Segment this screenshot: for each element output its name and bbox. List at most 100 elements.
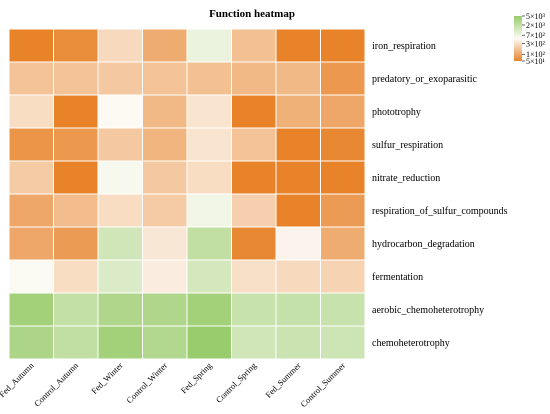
column-label-Fed_Autumn: Fed_Autumn — [0, 360, 36, 399]
heatmap-cell-phototrophy-Fed_Spring — [187, 95, 232, 128]
heatmap-cell-chemoheterotrophy-Fed_Spring — [187, 326, 232, 359]
heatmap-cell-hydrocarbon_degradation-Control_Summer — [321, 227, 366, 260]
column-label-Control_Autumn: Control_Autumn — [32, 360, 81, 409]
row-label-respiration_of_sulfur_compounds: respiration_of_sulfur_compounds — [372, 206, 508, 217]
heatmap-cell-sulfur_respiration-Control_Autumn — [54, 128, 99, 161]
heatmap-cell-aerobic_chemoheterotrophy-Fed_Winter — [98, 293, 143, 326]
heatmap-cell-predatory_or_exoparasitic-Fed_Summer — [276, 62, 321, 95]
heatmap-cell-respiration_of_sulfur_compounds-Fed_Summer — [276, 194, 321, 227]
heatmap-cell-fermentation-Control_Spring — [232, 260, 277, 293]
heatmap-cell-predatory_or_exoparasitic-Control_Summer — [321, 62, 366, 95]
heatmap-cell-iron_respiration-Fed_Winter — [98, 29, 143, 62]
heatmap-cell-hydrocarbon_degradation-Control_Spring — [232, 227, 277, 260]
heatmap-cell-hydrocarbon_degradation-Fed_Winter — [98, 227, 143, 260]
legend-tick-label: 2×10³ — [526, 21, 546, 30]
heatmap-cell-predatory_or_exoparasitic-Control_Spring — [232, 62, 277, 95]
heatmap-cell-chemoheterotrophy-Fed_Summer — [276, 326, 321, 359]
heatmap-cell-sulfur_respiration-Fed_Summer — [276, 128, 321, 161]
legend-tick-label: 5×10¹ — [526, 57, 546, 66]
row-label-phototrophy: phototrophy — [372, 107, 421, 118]
heatmap-cell-respiration_of_sulfur_compounds-Fed_Autumn — [9, 194, 54, 227]
heatmap-cell-chemoheterotrophy-Fed_Autumn — [9, 326, 54, 359]
heatmap-cell-fermentation-Fed_Summer — [276, 260, 321, 293]
heatmap-cell-chemoheterotrophy-Fed_Winter — [98, 326, 143, 359]
heatmap-cell-sulfur_respiration-Control_Winter — [143, 128, 188, 161]
heatmap-cell-fermentation-Fed_Spring — [187, 260, 232, 293]
heatmap-cell-respiration_of_sulfur_compounds-Control_Autumn — [54, 194, 99, 227]
heatmap-cell-phototrophy-Fed_Autumn — [9, 95, 54, 128]
heatmap-cell-iron_respiration-Control_Autumn — [54, 29, 99, 62]
heatmap-cell-chemoheterotrophy-Control_Winter — [143, 326, 188, 359]
heatmap-cell-phototrophy-Control_Winter — [143, 95, 188, 128]
heatmap-cell-sulfur_respiration-Control_Spring — [232, 128, 277, 161]
heatmap-cell-hydrocarbon_degradation-Control_Winter — [143, 227, 188, 260]
heatmap-cell-phototrophy-Control_Autumn — [54, 95, 99, 128]
heatmap-cells — [9, 29, 365, 359]
chart-title: Function heatmap — [209, 8, 295, 20]
heatmap-cell-nitrate_reduction-Control_Spring — [232, 161, 277, 194]
heatmap-cell-iron_respiration-Fed_Autumn — [9, 29, 54, 62]
heatmap-cell-predatory_or_exoparasitic-Fed_Autumn — [9, 62, 54, 95]
heatmap-cell-fermentation-Fed_Autumn — [9, 260, 54, 293]
heatmap-cell-hydrocarbon_degradation-Fed_Spring — [187, 227, 232, 260]
heatmap-cell-nitrate_reduction-Control_Winter — [143, 161, 188, 194]
row-label-aerobic_chemoheterotrophy: aerobic_chemoheterotrophy — [372, 305, 484, 316]
legend-tick-label: 3×10² — [526, 39, 546, 48]
heatmap-cell-respiration_of_sulfur_compounds-Control_Spring — [232, 194, 277, 227]
column-label-Control_Winter: Control_Winter — [124, 360, 169, 405]
row-label-iron_respiration: iron_respiration — [372, 41, 436, 52]
heatmap-cell-iron_respiration-Control_Spring — [232, 29, 277, 62]
heatmap-cell-predatory_or_exoparasitic-Fed_Spring — [187, 62, 232, 95]
column-label-Fed_Winter: Fed_Winter — [89, 360, 125, 396]
legend-tick-label: 5×10³ — [526, 12, 546, 21]
heatmap-cell-aerobic_chemoheterotrophy-Control_Autumn — [54, 293, 99, 326]
heatmap-cell-respiration_of_sulfur_compounds-Fed_Winter — [98, 194, 143, 227]
heatmap-cell-phototrophy-Fed_Winter — [98, 95, 143, 128]
legend-gradient-bar — [514, 16, 522, 61]
heatmap-cell-phototrophy-Fed_Summer — [276, 95, 321, 128]
heatmap-cell-aerobic_chemoheterotrophy-Control_Spring — [232, 293, 277, 326]
heatmap-cell-nitrate_reduction-Control_Summer — [321, 161, 366, 194]
heatmap-cell-hydrocarbon_degradation-Control_Autumn — [54, 227, 99, 260]
heatmap-cell-sulfur_respiration-Fed_Spring — [187, 128, 232, 161]
heatmap-cell-fermentation-Control_Winter — [143, 260, 188, 293]
heatmap-cell-aerobic_chemoheterotrophy-Control_Summer — [321, 293, 366, 326]
heatmap-cell-hydrocarbon_degradation-Fed_Summer — [276, 227, 321, 260]
row-labels: iron_respiration predatory_or_exoparasiti… — [372, 41, 508, 349]
heatmap-cell-iron_respiration-Fed_Spring — [187, 29, 232, 62]
heatmap-cell-nitrate_reduction-Control_Autumn — [54, 161, 99, 194]
heatmap-cell-aerobic_chemoheterotrophy-Fed_Summer — [276, 293, 321, 326]
heatmap-cell-aerobic_chemoheterotrophy-Fed_Spring — [187, 293, 232, 326]
row-label-predatory_or_exoparasitic: predatory_or_exoparasitic — [372, 74, 478, 85]
heatmap-cell-chemoheterotrophy-Control_Spring — [232, 326, 277, 359]
heatmap-cell-chemoheterotrophy-Control_Autumn — [54, 326, 99, 359]
heatmap-cell-predatory_or_exoparasitic-Control_Winter — [143, 62, 188, 95]
heatmap-cell-aerobic_chemoheterotrophy-Control_Winter — [143, 293, 188, 326]
heatmap-cell-fermentation-Fed_Winter — [98, 260, 143, 293]
heatmap-cell-aerobic_chemoheterotrophy-Fed_Autumn — [9, 293, 54, 326]
heatmap-cell-chemoheterotrophy-Control_Summer — [321, 326, 366, 359]
heatmap-cell-nitrate_reduction-Fed_Spring — [187, 161, 232, 194]
column-label-Control_Summer: Control_Summer — [298, 360, 347, 409]
heatmap-cell-fermentation-Control_Summer — [321, 260, 366, 293]
heatmap-cell-sulfur_respiration-Fed_Winter — [98, 128, 143, 161]
heatmap-cell-nitrate_reduction-Fed_Autumn — [9, 161, 54, 194]
heatmap-cell-phototrophy-Control_Spring — [232, 95, 277, 128]
heatmap-cell-predatory_or_exoparasitic-Control_Autumn — [54, 62, 99, 95]
heatmap-cell-nitrate_reduction-Fed_Winter — [98, 161, 143, 194]
heatmap-cell-sulfur_respiration-Fed_Autumn — [9, 128, 54, 161]
heatmap-cell-respiration_of_sulfur_compounds-Control_Winter — [143, 194, 188, 227]
heatmap-cell-sulfur_respiration-Control_Summer — [321, 128, 366, 161]
row-label-hydrocarbon_degradation: hydrocarbon_degradation — [372, 239, 475, 250]
column-label-Fed_Summer: Fed_Summer — [263, 360, 303, 400]
heatmap-cell-respiration_of_sulfur_compounds-Fed_Spring — [187, 194, 232, 227]
row-label-sulfur_respiration: sulfur_respiration — [372, 140, 443, 151]
row-label-fermentation: fermentation — [372, 272, 423, 283]
heatmap-cell-phototrophy-Control_Summer — [321, 95, 366, 128]
column-label-Fed_Spring: Fed_Spring — [179, 360, 215, 396]
heatmap-cell-fermentation-Control_Autumn — [54, 260, 99, 293]
heatmap-cell-iron_respiration-Fed_Summer — [276, 29, 321, 62]
